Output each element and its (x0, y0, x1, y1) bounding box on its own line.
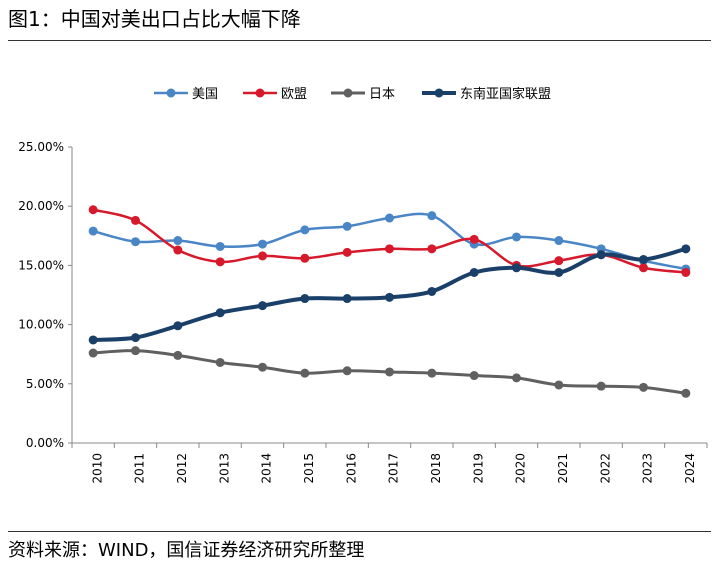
data-point (173, 245, 183, 255)
data-point (512, 373, 521, 383)
bottom-divider (8, 531, 711, 532)
data-point (512, 263, 521, 273)
legend-swatch-marker (166, 88, 176, 98)
y-tick-label: 5.00% (26, 377, 64, 391)
data-point (639, 382, 648, 392)
data-point (173, 236, 183, 246)
x-tick-label: 2021 (556, 453, 570, 484)
data-point (639, 263, 648, 273)
line-chart: 美国 欧盟 日本 东南亚国家联盟 0.00% 5.00% 10.00% 15.00% 20.0… (18, 86, 708, 484)
data-point (300, 225, 310, 235)
legend-swatch-marker (434, 88, 444, 98)
series-美国 (88, 211, 691, 274)
top-divider (8, 40, 711, 41)
y-tick-label: 0.00% (26, 436, 64, 450)
data-point (342, 366, 352, 376)
x-tick-label: 2013 (217, 453, 231, 484)
data-point (554, 236, 564, 246)
data-point (131, 215, 140, 225)
data-point (512, 232, 521, 242)
data-point (427, 368, 437, 378)
data-point (258, 301, 267, 311)
data-point (469, 234, 479, 244)
data-point (131, 237, 140, 247)
data-point (300, 368, 310, 378)
series-layer (88, 205, 691, 398)
series-日本 (88, 346, 691, 398)
chart-legend: 美国 欧盟 日本 东南亚国家联盟 (154, 86, 551, 102)
data-point (342, 294, 352, 304)
x-tick-label: 2011 (133, 453, 147, 484)
x-tick-label: 2010 (90, 453, 104, 484)
data-point (554, 256, 564, 266)
y-tick-label: 20.00% (18, 199, 64, 213)
data-point (131, 346, 140, 356)
data-point (215, 308, 225, 318)
data-point (300, 253, 310, 263)
data-point (258, 362, 267, 372)
legend-swatch-marker (343, 88, 353, 98)
legend-label: 欧盟 (281, 87, 307, 102)
y-tick-label: 25.00% (18, 140, 64, 154)
data-point (215, 357, 225, 367)
legend-item: 欧盟 (243, 87, 307, 102)
data-point (427, 211, 437, 221)
data-point (131, 333, 140, 343)
data-point (173, 350, 183, 360)
data-point (88, 226, 98, 236)
data-point (88, 335, 98, 345)
data-point (596, 381, 606, 391)
series-东南亚国家联盟 (88, 244, 691, 345)
x-tick-label: 2017 (387, 453, 401, 484)
x-axis: 2010 2011 2012 2013 2014 2015 2016 2017 2018 2019… (71, 442, 708, 484)
data-point (385, 244, 394, 254)
data-point (554, 268, 564, 278)
legend-item: 美国 (154, 87, 218, 102)
data-point (427, 286, 437, 296)
x-tick-label: 2020 (514, 453, 528, 484)
x-tick-label: 2024 (683, 453, 697, 484)
data-point (173, 321, 183, 331)
data-point (469, 268, 479, 278)
figure-title: 图1：中国对美出口占比大幅下降 (8, 7, 301, 31)
data-point (385, 292, 394, 302)
legend-label: 日本 (369, 87, 395, 102)
data-point (554, 380, 564, 390)
x-tick-label: 2014 (260, 453, 274, 484)
data-point (385, 367, 394, 377)
x-tick-label: 2022 (598, 453, 612, 484)
x-tick-label: 2012 (175, 453, 189, 484)
y-tick-label: 15.00% (18, 258, 64, 272)
data-point (215, 241, 225, 251)
data-point (681, 268, 691, 278)
data-point (385, 213, 394, 223)
data-point (215, 257, 225, 267)
data-point (88, 205, 98, 215)
data-point (300, 294, 310, 304)
legend-label: 东南亚国家联盟 (460, 86, 551, 102)
legend-item: 日本 (331, 87, 395, 102)
data-point (469, 371, 479, 381)
x-tick-label: 2018 (429, 453, 443, 484)
source-note: 资料来源：WIND，国信证券经济研究所整理 (8, 540, 365, 561)
x-tick-label: 2015 (302, 453, 316, 484)
data-point (681, 244, 691, 254)
legend-item: 东南亚国家联盟 (422, 86, 551, 102)
data-point (639, 254, 648, 264)
x-tick-label: 2019 (471, 453, 485, 484)
data-point (681, 388, 691, 398)
y-axis: 0.00% 5.00% 10.00% 15.00% 20.00% 25.00% (18, 140, 73, 450)
x-tick-label: 2016 (344, 453, 358, 484)
data-point (258, 239, 267, 249)
legend-swatch-marker (255, 88, 265, 98)
data-point (596, 250, 606, 260)
data-point (342, 247, 352, 257)
data-point (342, 221, 352, 231)
data-point (258, 251, 267, 261)
x-tick-label: 2023 (641, 453, 655, 484)
y-tick-label: 10.00% (18, 318, 64, 332)
data-point (88, 348, 98, 358)
data-point (427, 244, 437, 254)
legend-label: 美国 (192, 87, 218, 102)
